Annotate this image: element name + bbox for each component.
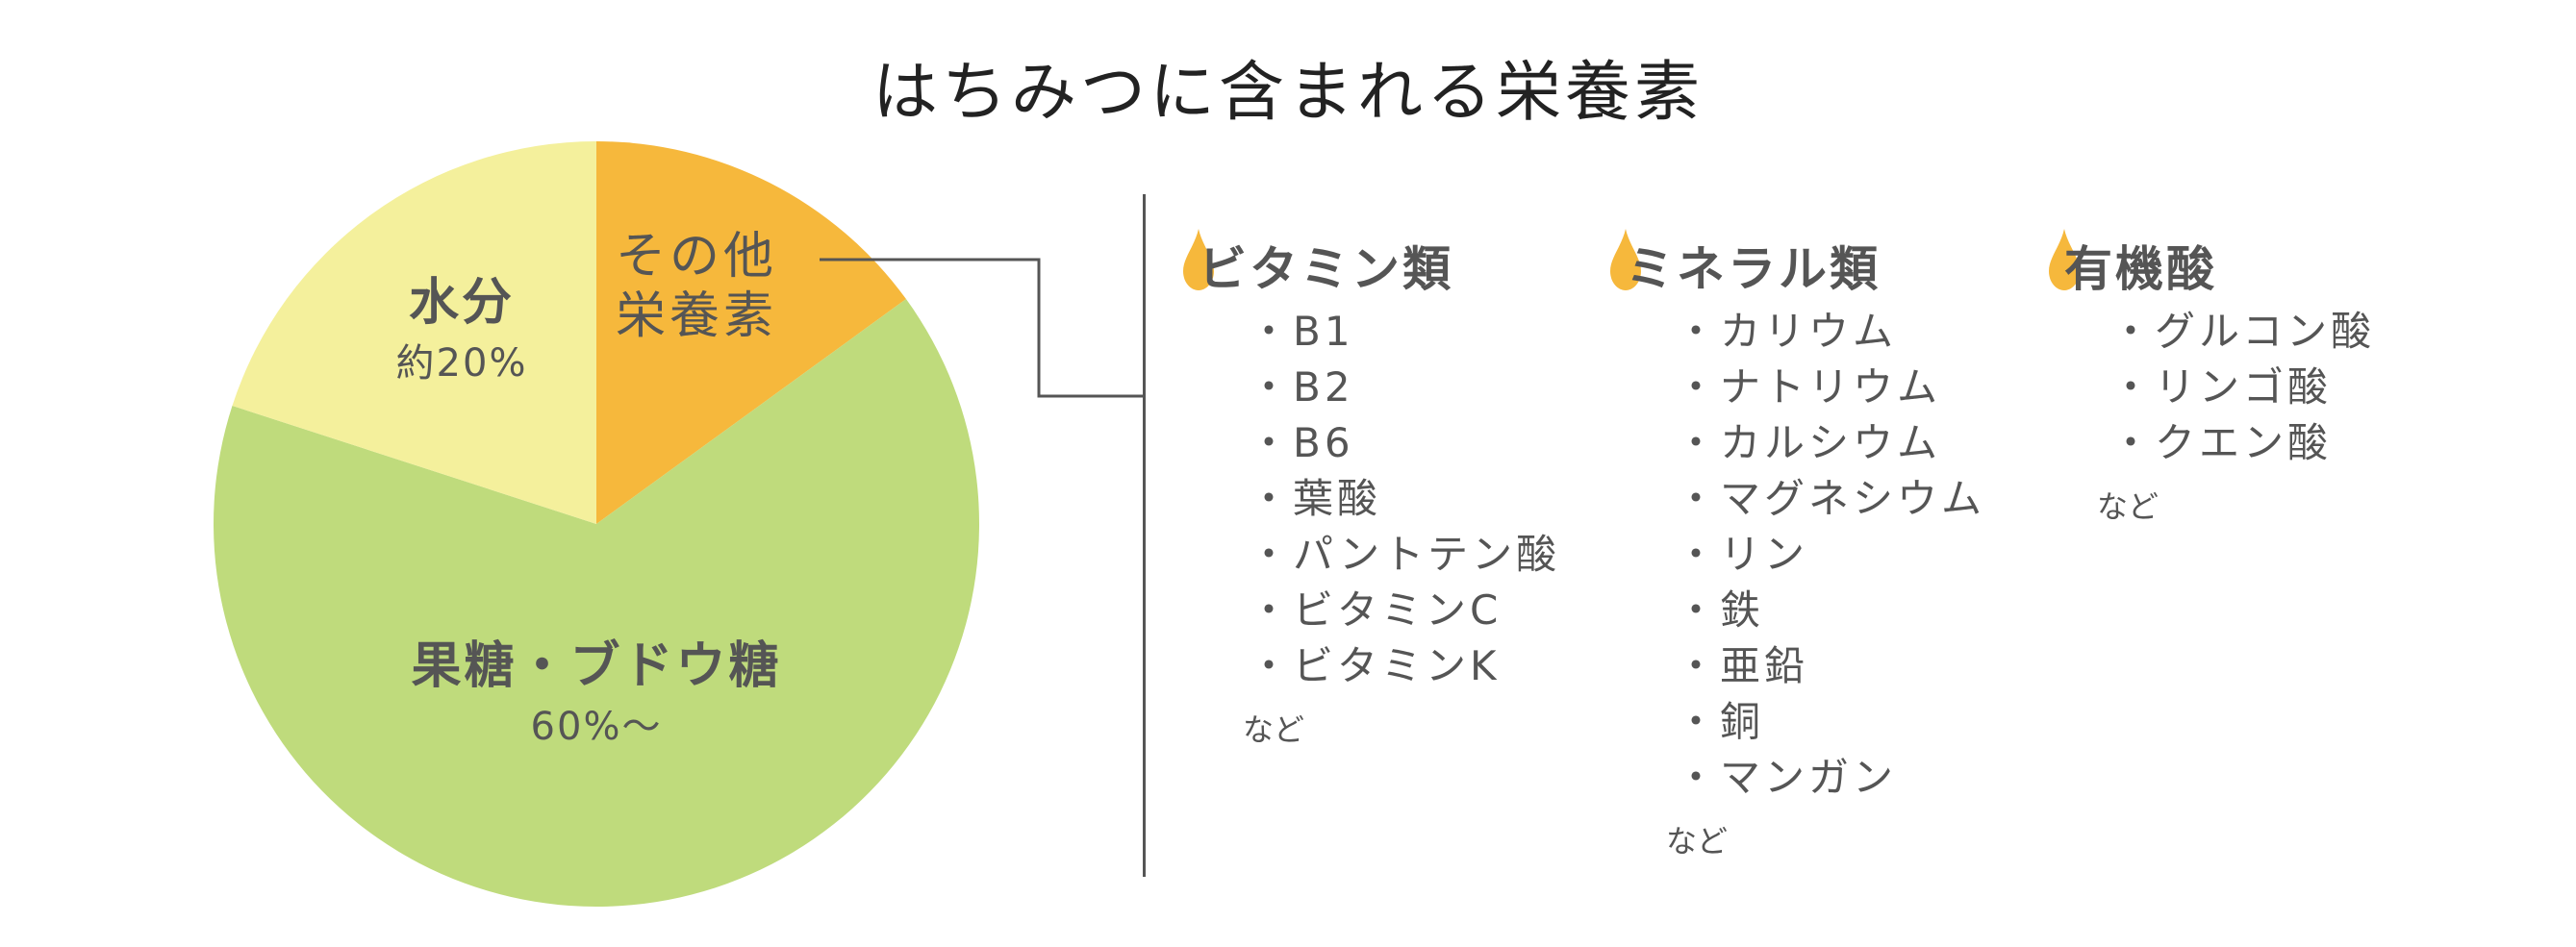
category-title: ビタミン類 (1199, 241, 1453, 297)
slice-label-sugar: 果糖・ブドウ糖 60%～ (327, 635, 866, 756)
other-line1: その他 (616, 228, 778, 286)
other-line2: 栄養素 (616, 287, 778, 345)
note-etc: など (1666, 823, 1729, 860)
water-value: 約20% (395, 341, 528, 386)
list-item: ・B1 (1249, 308, 1354, 355)
list-item: ・リンゴ酸 (2110, 363, 2333, 411)
pie-slice-0 (596, 141, 906, 524)
slice-label-water: 水分 約20% (317, 271, 606, 392)
list-item: ・ビタミンK (1249, 642, 1501, 689)
list-item: ・マグネシウム (1676, 475, 1986, 522)
category-title: ミネラル類 (1626, 241, 1881, 297)
honey-drop-icon (1610, 229, 1641, 290)
list-item: ・ビタミンC (1249, 586, 1503, 634)
list-item: ・リン (1676, 531, 1809, 578)
list-item: ・B2 (1249, 363, 1354, 411)
list-item: ・クエン酸 (2110, 419, 2333, 466)
list-item: ・グルコン酸 (2110, 308, 2376, 355)
sugar-value: 60%～ (530, 705, 663, 749)
water-name: 水分 (408, 274, 515, 332)
list-item: ・B6 (1249, 419, 1354, 466)
list-item: ・カリウム (1676, 308, 1898, 355)
list-item: ・ナトリウム (1676, 363, 1942, 411)
category-title: 有機酸 (2064, 241, 2217, 297)
sugar-name: 果糖・ブドウ糖 (411, 637, 782, 695)
note-etc: など (2097, 488, 2159, 525)
honey-drop-icon (2049, 229, 2080, 290)
list-item: ・銅 (1676, 698, 1765, 745)
divider-line (1143, 194, 1146, 877)
list-item: ・葉酸 (1249, 475, 1382, 522)
list-item: ・パントテン酸 (1249, 531, 1561, 578)
pie-slice-1 (214, 299, 979, 907)
note-etc: など (1243, 711, 1305, 748)
chart-title: はちみつに含まれる栄養素 (871, 55, 1704, 131)
slice-label-other: その他 栄養素 (616, 227, 777, 346)
list-item: ・カルシウム (1676, 419, 1942, 466)
honey-drop-icon (1183, 229, 1214, 290)
pie-slice-2 (232, 141, 597, 524)
list-item: ・亜鉛 (1676, 642, 1809, 689)
list-item: ・マンガン (1676, 754, 1898, 801)
list-item: ・鉄 (1676, 586, 1765, 634)
